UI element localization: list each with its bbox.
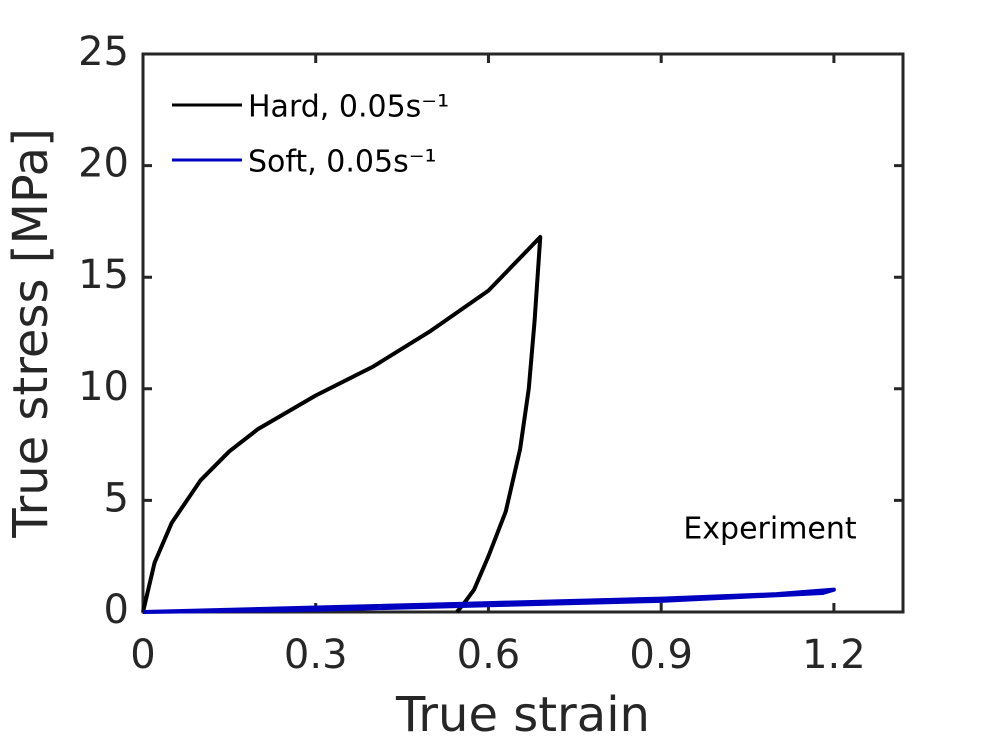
y-tick-label: 20 [78, 141, 129, 187]
x-tick-label: 0.3 [284, 632, 348, 678]
y-tick-label: 15 [78, 252, 129, 298]
y-tick-label: 0 [104, 587, 129, 633]
y-tick-label: 25 [78, 29, 129, 75]
legend-label: Hard, 0.05s⁻¹ [248, 90, 449, 125]
y-tick-label: 10 [78, 364, 129, 410]
x-axis-label: True strain [395, 687, 650, 743]
y-axis-label: True stress [MPa] [3, 128, 59, 539]
x-tick-label: 0.6 [457, 632, 521, 678]
annotation: Experiment [683, 512, 857, 547]
plot-frame [141, 52, 905, 614]
x-tick-label: 1.2 [802, 632, 866, 678]
legend-label: Soft, 0.05s⁻¹ [248, 145, 437, 180]
x-tick-label: 0.9 [629, 632, 693, 678]
series-line [142, 587, 836, 614]
x-tick-label: 0 [130, 632, 155, 678]
series-line [141, 235, 543, 614]
y-tick-label: 5 [104, 475, 129, 521]
